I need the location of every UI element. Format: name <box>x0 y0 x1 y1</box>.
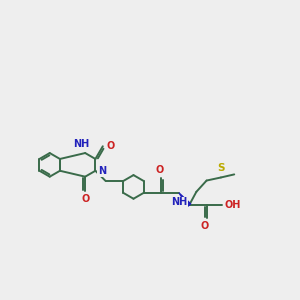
Text: O: O <box>156 165 164 175</box>
Text: O: O <box>200 221 208 231</box>
Text: NH: NH <box>73 139 89 149</box>
Text: N: N <box>98 166 106 176</box>
Polygon shape <box>179 193 191 206</box>
Text: O: O <box>81 194 89 204</box>
Text: O: O <box>107 141 115 151</box>
Text: S: S <box>217 163 225 173</box>
Text: NH: NH <box>171 197 187 208</box>
Text: OH: OH <box>224 200 241 210</box>
